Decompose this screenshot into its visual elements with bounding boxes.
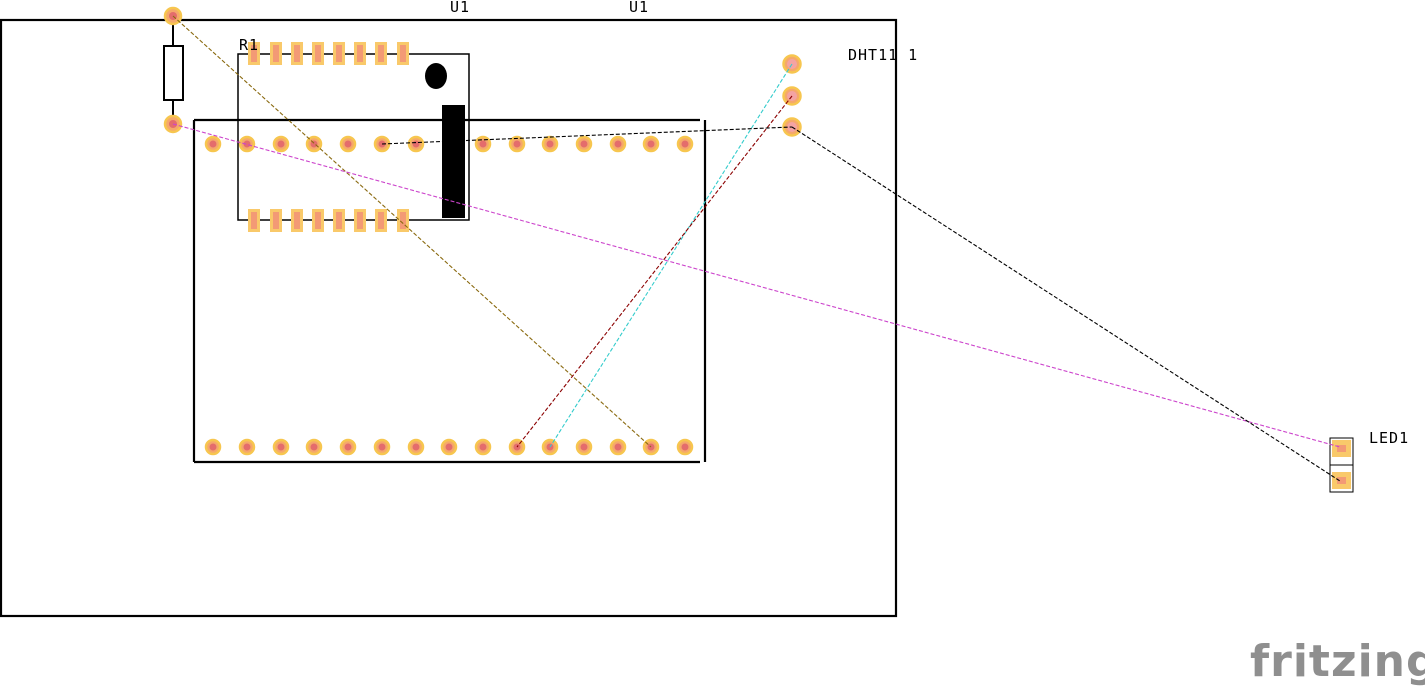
pad xyxy=(305,438,323,456)
pad xyxy=(474,438,492,456)
resistor-r1[interactable] xyxy=(163,6,184,134)
label-u1-a: U1 xyxy=(450,0,470,16)
ic-chip[interactable] xyxy=(237,42,470,232)
ratsnest-darkred[interactable] xyxy=(516,95,793,448)
ic-body-bar xyxy=(442,105,465,218)
pad xyxy=(407,438,425,456)
ratsnest-cyan[interactable] xyxy=(549,63,793,448)
ic-bottom-smd-pads xyxy=(248,209,409,232)
dht11-sensor[interactable] xyxy=(782,54,802,137)
ratsnest-black-2[interactable] xyxy=(791,126,1341,482)
pin1-marker xyxy=(425,63,447,89)
label-u1-b: U1 xyxy=(629,0,649,16)
led1[interactable] xyxy=(1329,437,1354,493)
u1-module-bottom-pins[interactable] xyxy=(204,438,694,456)
pad xyxy=(339,135,357,153)
ratsnest-black-1[interactable] xyxy=(381,126,793,145)
label-dht11: DHT11 1 xyxy=(848,46,918,64)
fritzing-logo: fritzing xyxy=(1250,636,1425,687)
pad xyxy=(676,438,694,456)
pad xyxy=(238,438,256,456)
pad xyxy=(508,135,526,153)
pad xyxy=(575,438,593,456)
ratsnest-magenta[interactable] xyxy=(172,123,1341,448)
pad xyxy=(373,438,391,456)
pad xyxy=(575,135,593,153)
pcb-board[interactable] xyxy=(0,18,898,618)
pad xyxy=(238,135,256,153)
pad xyxy=(272,438,290,456)
pad xyxy=(407,135,425,153)
ic-top-smd-pads xyxy=(248,42,409,65)
pad xyxy=(339,438,357,456)
pad xyxy=(272,135,290,153)
pad xyxy=(541,135,559,153)
pad xyxy=(204,438,222,456)
pad xyxy=(440,438,458,456)
pad xyxy=(642,135,660,153)
label-r1: R1 xyxy=(239,36,259,54)
pad xyxy=(609,438,627,456)
pad xyxy=(676,135,694,153)
pad xyxy=(474,135,492,153)
pad xyxy=(204,135,222,153)
label-led1: LED1 xyxy=(1369,429,1409,447)
ratsnest-olive[interactable] xyxy=(172,15,652,448)
pad xyxy=(609,135,627,153)
